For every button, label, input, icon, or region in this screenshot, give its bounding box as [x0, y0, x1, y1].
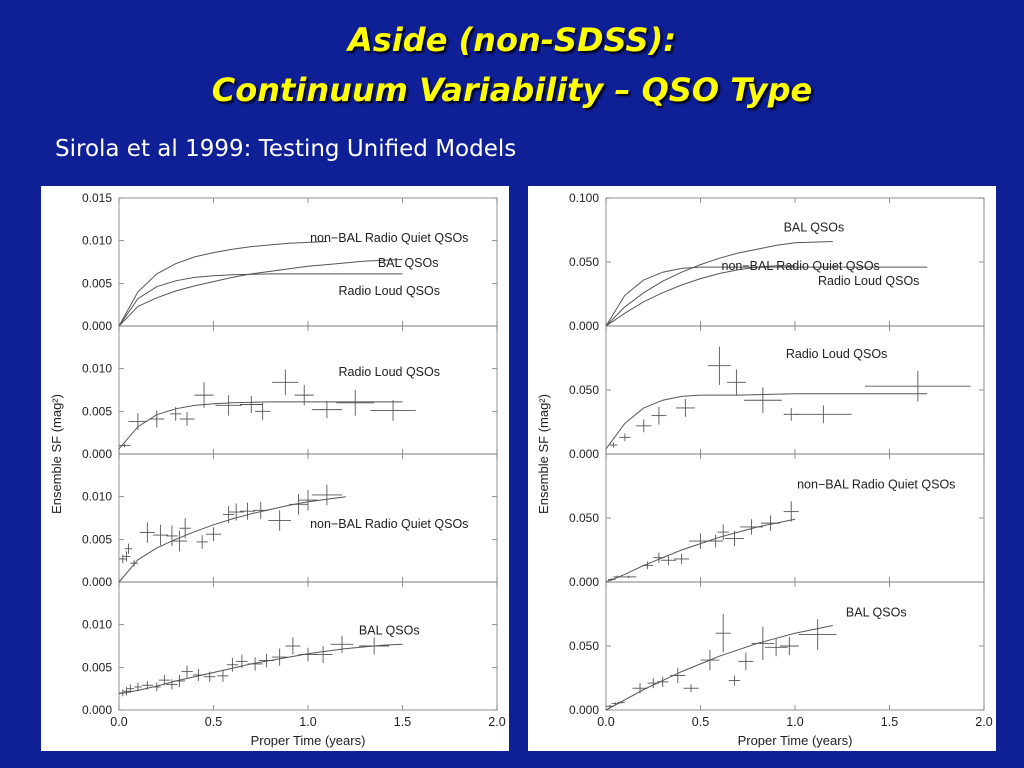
series-label: Radio Loud QSOs — [818, 274, 919, 288]
y-tick-label: 0.000 — [569, 575, 599, 589]
plot-frame — [605, 325, 985, 455]
x-tick-label: 0.5 — [205, 715, 222, 729]
y-tick-label: 0.100 — [569, 191, 599, 205]
x-tick-label: 0.0 — [110, 715, 127, 729]
series-label: Radio Loud QSOs — [339, 365, 440, 379]
y-tick-label: 0.005 — [82, 660, 112, 674]
y-tick-label: 0.005 — [82, 276, 112, 290]
series-curve — [118, 241, 327, 327]
plot-frame — [605, 453, 985, 583]
series-curve — [605, 266, 928, 327]
chart-left: 0.000 0.005 0.010 0.015 non−BAL Radio Quiet … — [49, 191, 506, 748]
slide-subtitle: Sirola et al 1999: Testing Unified Model… — [55, 136, 517, 162]
series-label: non−BAL Radio Quiet QSOs — [722, 259, 880, 273]
series-label: Radio Loud QSOs — [786, 347, 887, 361]
y-tick-label: 0.010 — [82, 618, 112, 632]
y-tick-label: 0.050 — [569, 255, 599, 269]
y-tick-label: 0.010 — [82, 234, 112, 248]
y-tick-label: 0.050 — [569, 639, 599, 653]
x-tick-label: 2.0 — [488, 715, 505, 729]
x-tick-label: 1.0 — [299, 715, 316, 729]
series-label: non−BAL Radio Quiet QSOs — [310, 231, 468, 245]
series-curve — [605, 265, 795, 327]
x-tick-label: 2.0 — [975, 715, 992, 729]
x-axis-label: Proper Time (years) — [251, 733, 366, 748]
slide-title-line2: Continuum Variability – QSO Type — [211, 71, 813, 109]
slide-title-line1: Aside (non-SDSS): — [348, 21, 676, 59]
y-tick-label: 0.015 — [82, 191, 112, 205]
y-tick-label: 0.050 — [569, 511, 599, 525]
y-axis-label: Ensemble SF (mag²) — [49, 394, 64, 514]
y-tick-label: 0.010 — [82, 490, 112, 504]
y-axis-label: Ensemble SF (mag²) — [536, 394, 551, 514]
series-curve — [118, 401, 403, 450]
series-label: BAL QSOs — [359, 624, 420, 638]
x-tick-label: 1.5 — [394, 715, 411, 729]
series-label: non−BAL Radio Quiet QSOs — [310, 517, 468, 531]
y-tick-label: 0.000 — [569, 703, 599, 717]
series-label: BAL QSOs — [846, 606, 907, 620]
y-tick-label: 0.005 — [82, 532, 112, 546]
x-axis-label: Proper Time (years) — [738, 733, 853, 748]
x-tick-label: 0.5 — [692, 715, 709, 729]
chart-panel-left: 0.000 0.005 0.010 0.015 non−BAL Radio Quiet … — [41, 186, 509, 751]
series-curve — [118, 273, 403, 327]
y-tick-label: 0.000 — [82, 575, 112, 589]
series-curve — [118, 643, 403, 695]
x-tick-label: 0.0 — [597, 715, 614, 729]
series-label: non−BAL Radio Quiet QSOs — [797, 478, 955, 492]
chart-right: 0.000 0.050 0.100 BAL QSOs non−BAL Radio Qui… — [536, 191, 993, 748]
series-curve — [605, 393, 928, 450]
y-tick-label: 0.050 — [569, 383, 599, 397]
series-curve — [605, 241, 833, 327]
plot-frame — [118, 581, 498, 711]
series-curve — [605, 625, 833, 711]
x-tick-label: 1.0 — [786, 715, 803, 729]
x-tick-label: 1.5 — [881, 715, 898, 729]
y-tick-label: 0.005 — [82, 404, 112, 418]
y-tick-label: 0.010 — [82, 362, 112, 376]
series-label: BAL QSOs — [784, 220, 845, 234]
series-curve — [605, 518, 796, 583]
y-tick-label: 0.000 — [569, 447, 599, 461]
series-curve — [118, 496, 346, 583]
chart-panel-right: 0.000 0.050 0.100 BAL QSOs non−BAL Radio Qui… — [528, 186, 996, 751]
plot-frame — [118, 325, 498, 455]
y-tick-label: 0.000 — [82, 319, 112, 333]
series-label: Radio Loud QSOs — [339, 284, 440, 298]
series-curve — [118, 258, 403, 327]
series-label: BAL QSOs — [378, 256, 439, 270]
y-tick-label: 0.000 — [82, 447, 112, 461]
y-tick-label: 0.000 — [82, 703, 112, 717]
plot-frame — [118, 197, 498, 327]
y-tick-label: 0.000 — [569, 319, 599, 333]
